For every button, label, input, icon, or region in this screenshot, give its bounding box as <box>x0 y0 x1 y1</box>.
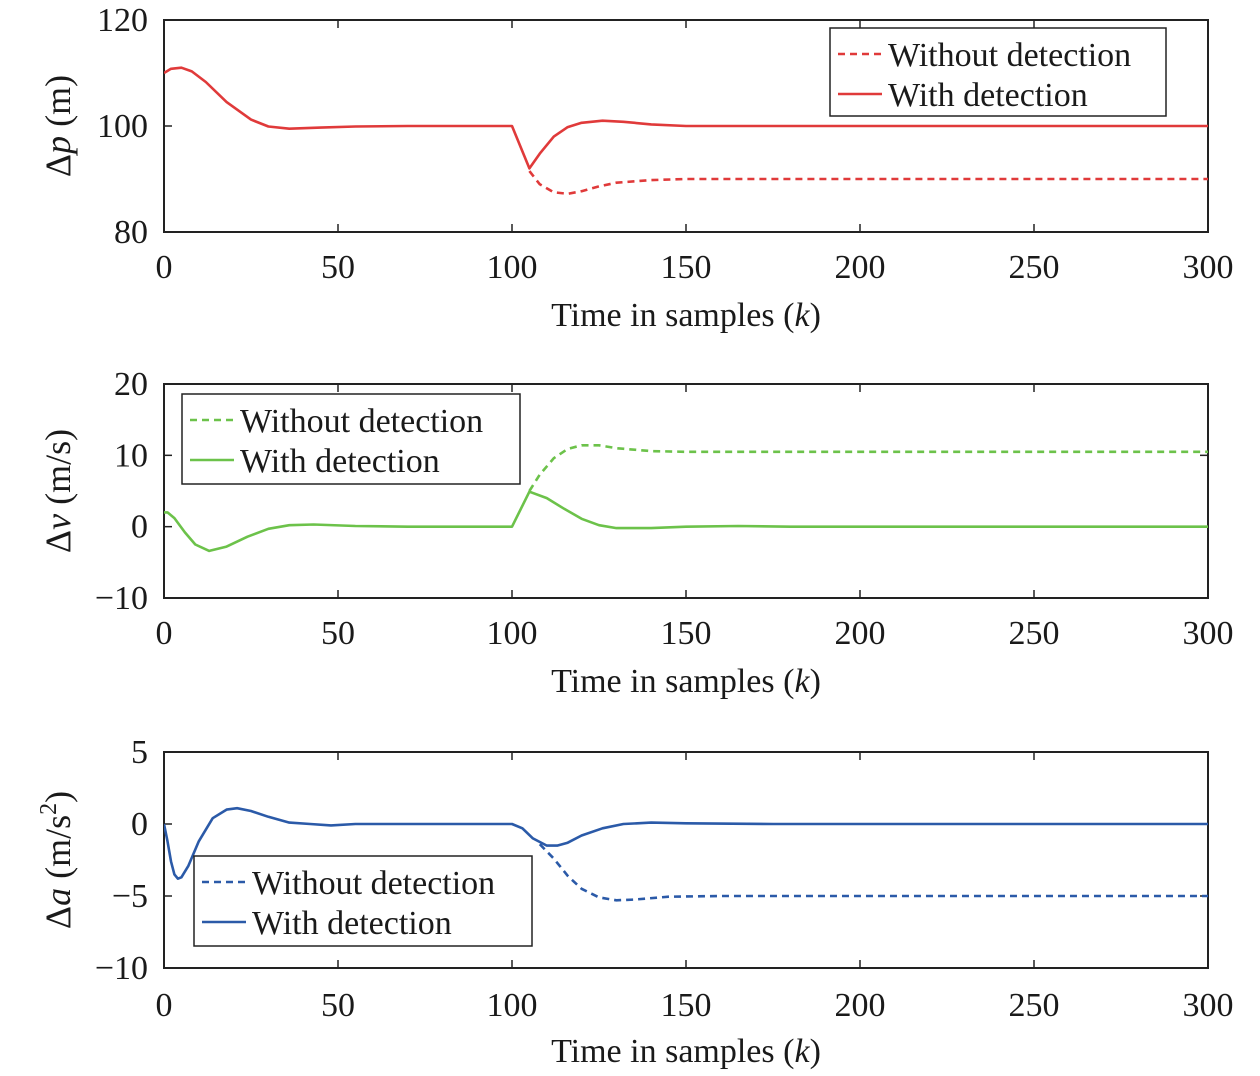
y-tick-label: 5 <box>131 734 148 771</box>
x-axis-label: Time in samples (k) <box>551 1033 821 1070</box>
y-tick-label: −10 <box>95 950 148 987</box>
x-tick-label: 250 <box>1009 615 1060 652</box>
x-tick-label: 150 <box>661 615 712 652</box>
y-axis-label-unit: (m) <box>38 75 78 136</box>
y-axis-label-delta: Δ <box>38 906 78 929</box>
y-axis-label-delta: Δ <box>38 530 78 553</box>
legend-box <box>193 855 533 947</box>
x-axis-label-close: ) <box>810 663 821 700</box>
x-tick-label: 200 <box>835 249 886 286</box>
x-tick-label: 250 <box>1009 987 1060 1024</box>
y-axis-label-symbol: p <box>38 136 78 157</box>
legend-label: With detection <box>888 77 1088 114</box>
y-tick-label: 20 <box>114 366 148 403</box>
x-axis-label-variable: k <box>794 663 810 700</box>
series-line-without-detection <box>528 170 1208 196</box>
x-axis-label-variable: k <box>794 297 810 334</box>
x-tick-label: 300 <box>1183 615 1234 652</box>
x-tick-label: 300 <box>1183 987 1234 1024</box>
y-tick-label: 120 <box>97 2 148 39</box>
subplot-3: 0 50 100 150 200 250 300 −10 −5 0 5 Time in samples… <box>36 734 1234 1070</box>
x-axis-label-text: Time in samples ( <box>551 297 794 334</box>
y-axis-label-unit: (m/s <box>38 815 78 888</box>
series-line-with-detection <box>164 66 1208 170</box>
x-axis-label-close: ) <box>810 1033 821 1070</box>
x-tick-label: 250 <box>1009 249 1060 286</box>
y-tick-label: 100 <box>97 108 148 145</box>
y-axis-label-delta: Δ <box>38 154 78 177</box>
y-axis-label-symbol: a <box>38 888 78 906</box>
x-tick-label: 100 <box>487 987 538 1024</box>
series-line-without-detection <box>528 443 1208 492</box>
legend-label: With detection <box>252 905 452 942</box>
y-tick-label: −5 <box>112 878 148 915</box>
subplot-1: 0 50 100 150 200 250 300 80 100 120 Time in sample… <box>38 2 1234 334</box>
legend-label: With detection <box>240 443 440 480</box>
y-axis-label-symbol: v <box>38 514 78 530</box>
y-tick-label: 0 <box>131 806 148 843</box>
y-tick-label: 0 <box>131 509 148 546</box>
x-tick-label: 100 <box>487 615 538 652</box>
legend-label: Without detection <box>888 37 1131 74</box>
x-axis-label: Time in samples (k) <box>551 297 821 334</box>
y-axis-label-superscript: 2 <box>36 803 62 815</box>
y-axis-label: Δp (m) <box>38 75 78 177</box>
series-line-with-detection <box>164 490 1208 553</box>
legend-label: Without detection <box>252 865 495 902</box>
x-axis-label-close: ) <box>810 297 821 334</box>
y-tick-label: 10 <box>114 437 148 474</box>
series-line-without-detection <box>538 843 1208 902</box>
x-tick-label: 0 <box>156 987 173 1024</box>
y-axis-label: Δa (m/s2) <box>36 791 78 929</box>
legend-label: Without detection <box>240 403 483 440</box>
x-axis-label-variable: k <box>794 1033 810 1070</box>
series-line-with-detection <box>164 806 1208 881</box>
legend-box <box>181 393 521 485</box>
y-tick-label: −10 <box>95 580 148 617</box>
x-axis-label-text: Time in samples ( <box>551 663 794 700</box>
x-tick-label: 100 <box>487 249 538 286</box>
x-tick-label: 150 <box>661 249 712 286</box>
legend-box <box>829 27 1167 117</box>
x-tick-label: 50 <box>321 615 355 652</box>
y-axis-label-tail: ) <box>38 791 78 803</box>
x-tick-label: 300 <box>1183 249 1234 286</box>
y-axis-label: Δv (m/s) <box>38 429 78 553</box>
x-tick-label: 200 <box>835 987 886 1024</box>
x-axis-label: Time in samples (k) <box>551 663 821 700</box>
x-tick-label: 50 <box>321 987 355 1024</box>
y-tick-label: 80 <box>114 214 148 251</box>
x-tick-label: 0 <box>156 249 173 286</box>
x-tick-label: 0 <box>156 615 173 652</box>
y-axis-label-unit: (m/s) <box>38 429 78 514</box>
x-tick-label: 50 <box>321 249 355 286</box>
x-axis-label-text: Time in samples ( <box>551 1033 794 1070</box>
x-tick-label: 200 <box>835 615 886 652</box>
x-tick-label: 150 <box>661 987 712 1024</box>
